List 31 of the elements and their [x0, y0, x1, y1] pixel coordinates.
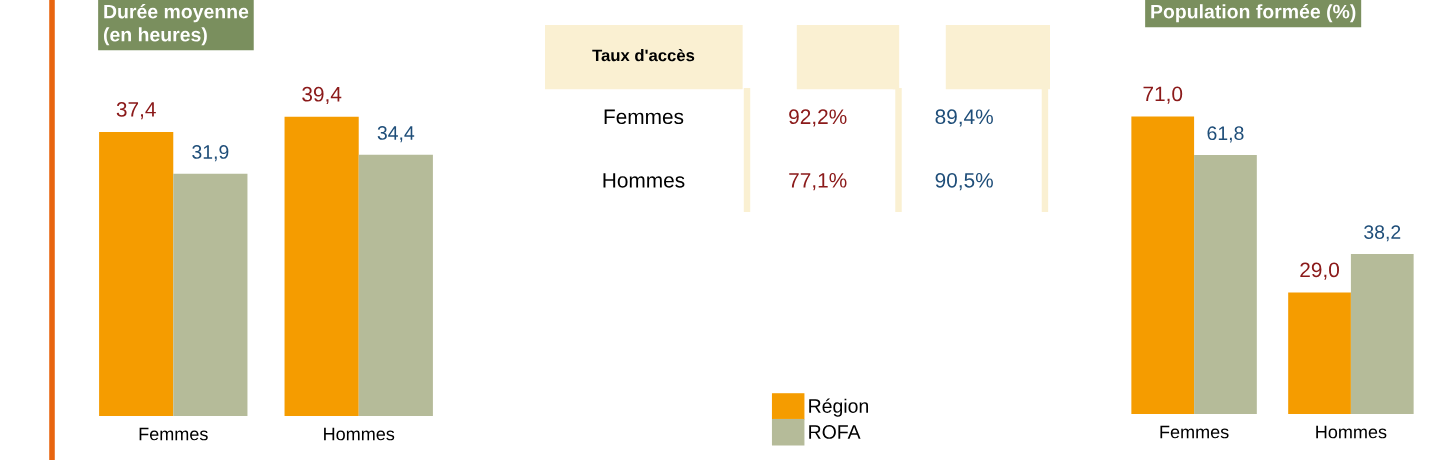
chart-title: Population formée (%)	[1151, 4, 1356, 23]
data-label: 29,0	[1300, 262, 1340, 280]
x-tick-label: Hommes	[324, 427, 395, 441]
bar	[1288, 292, 1351, 414]
bar	[284, 116, 359, 416]
bar	[358, 154, 433, 416]
category-label: Femmes	[604, 109, 684, 125]
x-tick-label: Femmes	[139, 427, 208, 441]
data-label: 71,0	[1143, 86, 1183, 104]
bar	[1350, 253, 1414, 414]
data-label: 61,8	[1207, 126, 1244, 143]
data-label: 92,2%	[789, 109, 847, 127]
data-label: 39,4	[302, 86, 342, 105]
bar	[99, 132, 174, 416]
data-label: 31,9	[192, 145, 229, 162]
data-label: 77,1%	[789, 173, 847, 191]
data-label: 38,2	[1364, 225, 1401, 242]
data-label: 90,5%	[935, 172, 993, 191]
x-tick-label: Femmes	[1160, 425, 1229, 439]
x-tick-label: Hommes	[1316, 425, 1387, 439]
legend-label: Région	[809, 398, 868, 417]
legend-label: ROFA	[809, 425, 861, 439]
category-label: Hommes	[603, 173, 685, 188]
bar	[1194, 155, 1257, 414]
bar	[173, 173, 248, 416]
text: Taux d'accès	[592, 48, 695, 62]
data-label: 89,4%	[935, 109, 993, 127]
data-label: 34,4	[377, 126, 415, 143]
bar	[1131, 116, 1195, 414]
data-label: 37,4	[116, 102, 156, 120]
chart-title: Durée moyenne (en heures)	[103, 4, 249, 46]
